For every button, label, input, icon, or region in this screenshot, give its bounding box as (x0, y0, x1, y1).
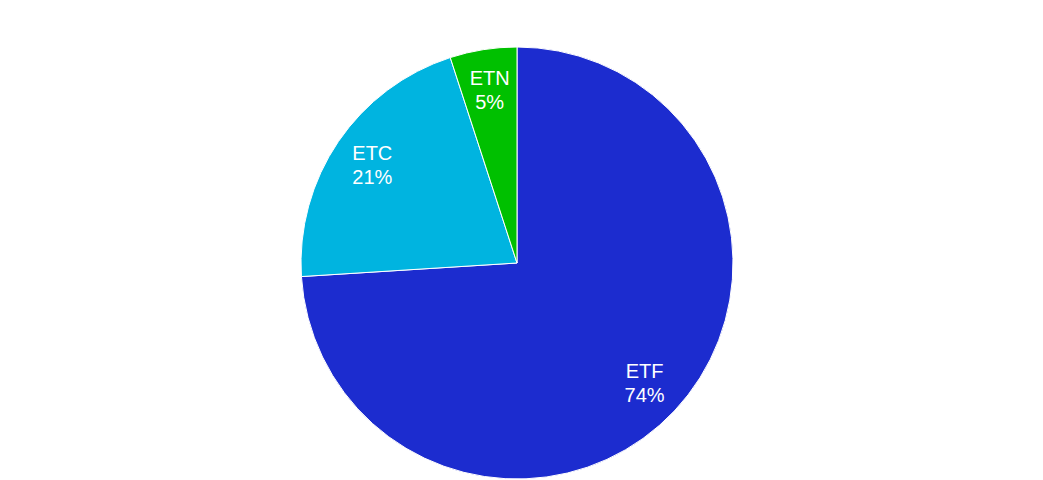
svg-text:ETF74%: ETF74% (625, 360, 665, 406)
svg-text:ETN5%: ETN5% (470, 67, 510, 113)
svg-text:ETC21%: ETC21% (352, 142, 392, 188)
